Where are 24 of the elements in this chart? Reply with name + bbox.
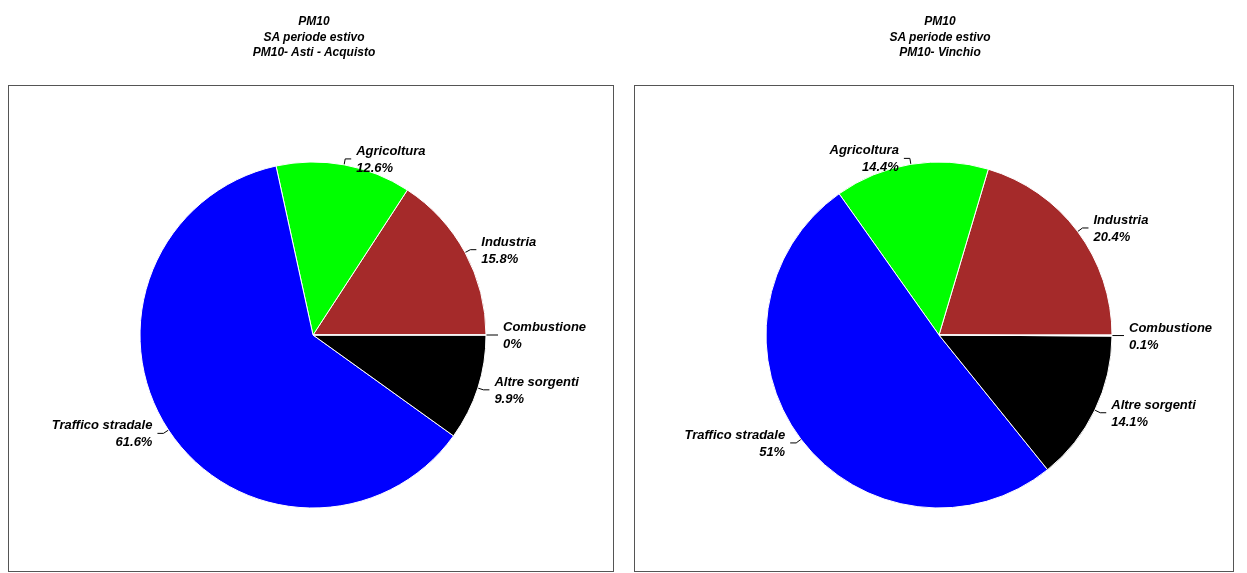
chart-subtitle: SA periode estivo PM10- Asti - Acquisto — [252, 29, 376, 59]
text: 0% — [503, 336, 522, 351]
data-label: 51% — [759, 443, 786, 459]
data-label: 9.9% — [494, 390, 525, 406]
slice-label: Altre sorgenti — [1110, 396, 1197, 412]
data-label: 12.6% — [356, 159, 394, 175]
chart-title: PM10 — [924, 14, 956, 28]
chart-title: PM10 — [298, 14, 330, 28]
legend-label: Combustione — [503, 319, 587, 334]
data-label: 14.1% — [1111, 413, 1149, 429]
slice-label: Agricoltura — [828, 142, 899, 158]
slice-label: Industria — [1093, 211, 1149, 227]
data-label: 61.6% — [115, 434, 153, 450]
slice-label: Combustione — [1129, 319, 1213, 335]
data-label: 14.4% — [862, 159, 900, 175]
data-label: 15.8% — [481, 250, 519, 266]
data-label: 20.4% — [1092, 228, 1131, 244]
slice-label: Agricoltura — [355, 142, 426, 158]
slice-label: Traffico stradale — [51, 417, 153, 433]
slice-label: Traffico stradale — [684, 426, 786, 442]
chart-subtitle: SA periode estivo PM10- Vinchio — [889, 29, 991, 59]
slice-label: Industria — [481, 233, 537, 249]
data-label: 0.1% — [1129, 336, 1160, 352]
slice-label: Altre sorgenti — [493, 373, 580, 389]
